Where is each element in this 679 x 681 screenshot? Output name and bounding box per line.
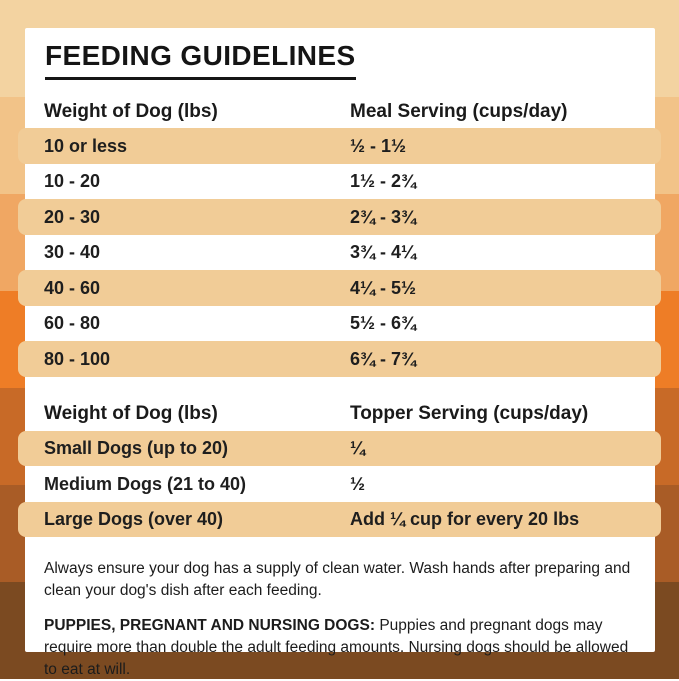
serving-cell: 4¼ - 5½ bbox=[350, 277, 417, 298]
footer-notes: Always ensure your dog has a supply of c… bbox=[44, 558, 639, 681]
serving-cell: 2¾ - 3¾ bbox=[350, 206, 417, 227]
topper-table: Small Dogs (up to 20) ¼ Medium Dogs (21 … bbox=[18, 430, 661, 538]
meal-serving-column-header: Meal Serving (cups/day) bbox=[350, 100, 568, 122]
meal-table-header: Weight of Dog (lbs) Meal Serving (cups/d… bbox=[44, 95, 636, 128]
table-row: 80 - 100 6¾ - 7¾ bbox=[18, 341, 661, 377]
puppies-note-label: PUPPIES, PREGNANT AND NURSING DOGS: bbox=[44, 617, 375, 635]
table-row: 10 - 20 1½ - 2¾ bbox=[44, 164, 636, 200]
weight-cell: 40 - 60 bbox=[44, 277, 101, 298]
serving-cell: Add ¼ cup for every 20 lbs bbox=[350, 509, 580, 530]
puppies-note-text: Puppies and pregnant dogs may require mo… bbox=[44, 617, 629, 679]
weight-cell: 20 - 30 bbox=[44, 206, 101, 227]
weight-cell: 60 - 80 bbox=[44, 313, 101, 334]
weight-column-header: Weight of Dog (lbs) bbox=[44, 100, 218, 122]
weight-cell: Small Dogs (up to 20) bbox=[44, 438, 229, 459]
topper-serving-column-header: Topper Serving (cups/day) bbox=[350, 403, 589, 425]
weight-cell: Large Dogs (over 40) bbox=[44, 509, 224, 530]
table-row: Medium Dogs (21 to 40) ½ bbox=[44, 466, 636, 502]
page-title: FEEDING GUIDELINES bbox=[45, 41, 356, 81]
clean-water-note: Always ensure your dog has a supply of c… bbox=[44, 560, 631, 600]
serving-cell: ¼ bbox=[350, 438, 366, 459]
feeding-guidelines-card: FEEDING GUIDELINES Weight of Dog (lbs) M… bbox=[18, 28, 661, 678]
card-content: FEEDING GUIDELINES Weight of Dog (lbs) M… bbox=[18, 28, 661, 678]
table-row: 10 or less ½ - 1½ bbox=[18, 128, 661, 164]
weight-cell: 30 - 40 bbox=[44, 242, 101, 263]
serving-cell: ½ bbox=[350, 473, 366, 494]
serving-cell: 3¾ - 4¼ bbox=[350, 242, 417, 263]
serving-cell: ½ - 1½ bbox=[350, 135, 407, 156]
weight-cell: 80 - 100 bbox=[44, 348, 111, 369]
table-row: 30 - 40 3¾ - 4¼ bbox=[44, 235, 636, 271]
serving-cell: 5½ - 6¾ bbox=[350, 313, 417, 334]
weight-column-header: Weight of Dog (lbs) bbox=[44, 403, 218, 425]
serving-cell: 6¾ - 7¾ bbox=[350, 348, 417, 369]
table-row: Large Dogs (over 40) Add ¼ cup for every… bbox=[18, 501, 661, 538]
puppies-note: PUPPIES, PREGNANT AND NURSING DOGS: Pupp… bbox=[44, 615, 639, 681]
weight-cell: Medium Dogs (21 to 40) bbox=[44, 473, 247, 494]
table-row: 20 - 30 2¾ - 3¾ bbox=[18, 199, 661, 235]
table-row: 60 - 80 5½ - 6¾ bbox=[44, 306, 636, 342]
table-row: Small Dogs (up to 20) ¼ bbox=[18, 430, 661, 467]
meal-table: 10 or less ½ - 1½ 10 - 20 1½ - 2¾ 20 - 3… bbox=[18, 128, 661, 377]
weight-cell: 10 or less bbox=[44, 135, 128, 156]
topper-table-header: Weight of Dog (lbs) Topper Serving (cups… bbox=[44, 398, 636, 431]
serving-cell: 1½ - 2¾ bbox=[350, 171, 417, 192]
weight-cell: 10 - 20 bbox=[44, 171, 101, 192]
table-row: 40 - 60 4¼ - 5½ bbox=[18, 270, 661, 306]
